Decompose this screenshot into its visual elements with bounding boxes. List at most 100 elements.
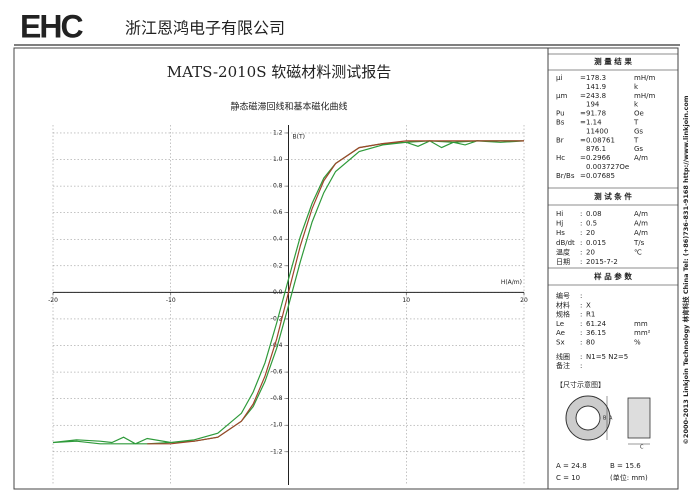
heading-box (547, 53, 679, 71)
row-value: 2015-7-2 (586, 258, 618, 266)
row-sep: : (580, 353, 582, 361)
row-label: 规格 (556, 310, 570, 319)
row-value: 36.15 (586, 329, 606, 337)
row-label: Br (556, 136, 564, 144)
row-value: R1 (586, 311, 595, 319)
row-label: Ae (556, 329, 565, 337)
row-value: 61.24 (586, 320, 607, 328)
y-tick-label: -1.2 (271, 448, 283, 455)
row-sep: = (580, 74, 586, 82)
cross-section (627, 397, 651, 439)
row-sep: = (580, 172, 586, 180)
row-unit: mH/m (634, 92, 655, 100)
row-sep: = (580, 92, 586, 100)
row-unit: mH/m (634, 74, 655, 82)
row-value: 0.003727Oe (586, 163, 629, 171)
row-value: 141.9 (586, 83, 606, 91)
row-unit: mm (634, 320, 648, 328)
row-label: 日期 (556, 258, 570, 266)
row-value: 1.14 (586, 119, 602, 127)
row-sep: : (580, 239, 582, 247)
row-value: 20 (586, 229, 595, 237)
row-unit: A/m (634, 210, 648, 218)
row-value: 876.1 (586, 145, 606, 153)
row-value: 91.78 (586, 110, 606, 118)
row-sep: : (580, 210, 582, 218)
y-axis-label: B(T) (293, 134, 305, 141)
row-label: Le (556, 320, 564, 328)
row-label: Hs (556, 229, 565, 237)
row-unit: k (634, 83, 639, 91)
row-label: Sx (556, 339, 565, 347)
row-label: μm (556, 92, 567, 100)
row-value: 0.5 (586, 220, 597, 228)
company-name: 浙江恩鸿电子有限公司 (125, 19, 285, 38)
row-unit: mm² (634, 329, 651, 337)
row-value: 0.07685 (586, 172, 615, 180)
row-label: 材料 (556, 300, 570, 309)
row-label: Hj (556, 220, 563, 228)
dimension: C = 10 (556, 474, 580, 482)
heading-box (547, 187, 679, 206)
row-unit: T (633, 119, 639, 127)
x-tick-label: -10 (166, 297, 176, 304)
row-sep: : (580, 220, 582, 228)
row-unit: Oe (634, 110, 644, 118)
row-value: N1=5 N2=5 (586, 353, 628, 361)
row-sep: : (580, 320, 582, 328)
dimension: A = 24.8 (556, 462, 587, 470)
row-label: μi (556, 74, 562, 82)
section-heading: 测 试 条 件 (594, 191, 632, 201)
row-sep: : (580, 339, 582, 347)
dimension: (单位: mm) (610, 473, 648, 482)
ring-fill (566, 396, 610, 440)
y-tick-label: -0.2 (271, 315, 283, 322)
row-sep: = (580, 136, 586, 144)
size-diagram: B A C (565, 395, 651, 451)
curve (52, 140, 525, 445)
y-tick-label: -0.4 (271, 342, 283, 349)
row-label: dB/dt (556, 239, 575, 247)
row-label: Hc (556, 154, 565, 162)
row-label: 编号 (556, 291, 570, 300)
y-tick-label: 1.0 (273, 156, 283, 163)
row-unit: A/m (634, 220, 648, 228)
row-label: Pu (556, 110, 565, 118)
row-value: 178.3 (586, 74, 606, 82)
row-label: Hi (556, 210, 563, 218)
y-tick-label: 0.6 (273, 209, 283, 216)
row-sep: : (580, 301, 582, 309)
y-tick-label: -1.0 (271, 422, 283, 429)
row-unit: T/s (633, 239, 645, 247)
row-sep: : (580, 229, 582, 237)
row-value: 0.015 (586, 239, 606, 247)
row-sep: : (580, 329, 582, 337)
row-sep: : (580, 362, 582, 370)
dim-label: B (603, 416, 607, 422)
row-sep: : (580, 248, 582, 256)
row-unit: A/m (634, 229, 648, 237)
row-sep: : (580, 258, 582, 266)
row-unit: k (634, 101, 639, 109)
row-unit: Gs (634, 145, 643, 153)
report-title: MATS-2010S 软磁材料测试报告 (167, 63, 392, 81)
x-tick-label: -20 (48, 297, 58, 304)
y-tick-label: -0.6 (271, 369, 283, 376)
y-tick-label: 1.2 (273, 129, 283, 136)
row-unit: A/m (634, 154, 648, 162)
dim-label: C (640, 445, 644, 451)
row-value: 0.2966 (586, 154, 611, 162)
row-sep: = (580, 110, 586, 118)
row-sep: : (580, 292, 582, 300)
heading-box (547, 267, 679, 286)
row-value: 194 (586, 101, 600, 109)
ring-inner (575, 405, 601, 431)
row-unit: % (634, 339, 641, 347)
x-tick-label: 20 (520, 297, 528, 304)
row-label: 温度 (556, 247, 570, 256)
y-tick-label: 0.8 (273, 183, 283, 190)
dimension: B = 15.6 (610, 462, 641, 470)
row-label: 备注 (556, 361, 570, 370)
row-label: Bs (556, 119, 565, 127)
